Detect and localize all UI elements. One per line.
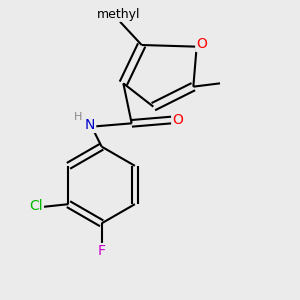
Text: N: N bbox=[85, 118, 95, 132]
Text: methyl: methyl bbox=[97, 8, 140, 21]
Text: Cl: Cl bbox=[29, 199, 43, 213]
Text: methyl: methyl bbox=[120, 14, 125, 16]
Text: methyl: methyl bbox=[222, 80, 226, 82]
Text: methyl: methyl bbox=[120, 12, 125, 13]
Text: methyl: methyl bbox=[115, 11, 120, 12]
Text: H: H bbox=[74, 112, 82, 122]
Text: methyl: methyl bbox=[117, 12, 122, 13]
Text: F: F bbox=[98, 244, 106, 258]
Text: O: O bbox=[172, 113, 183, 127]
Text: O: O bbox=[196, 37, 207, 51]
